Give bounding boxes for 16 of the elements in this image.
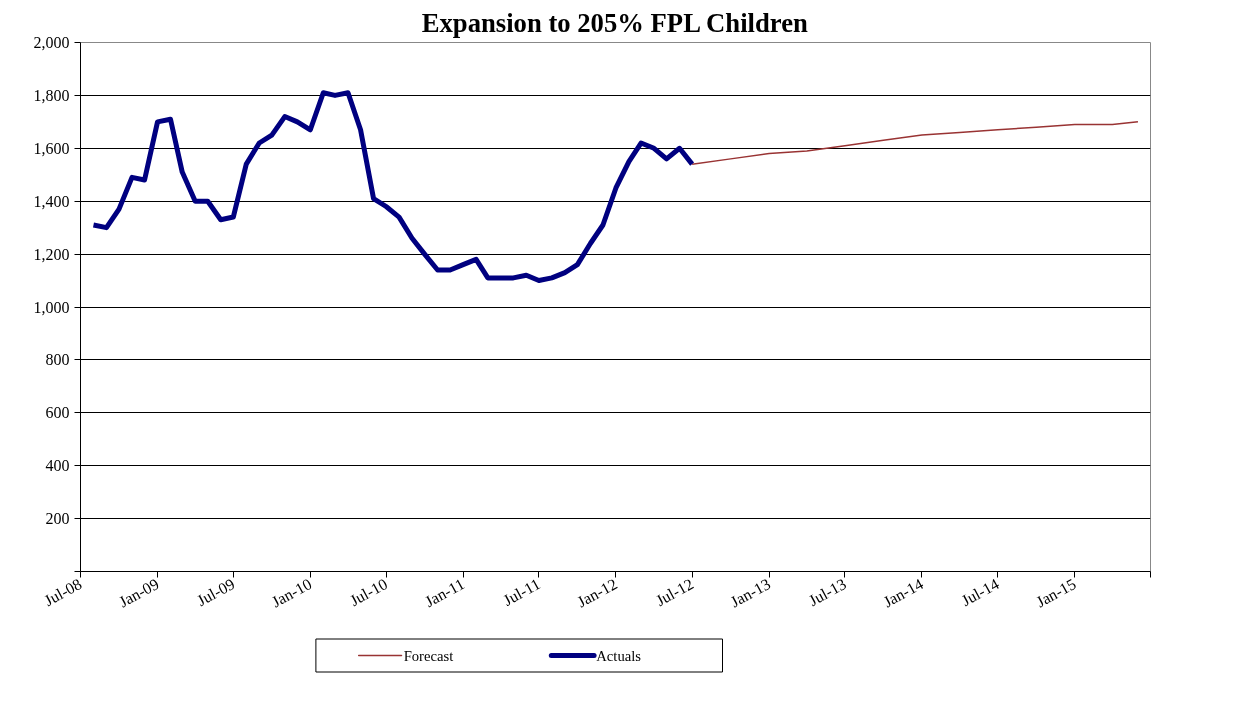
y-tick-label: 2,000	[33, 34, 70, 51]
y-tick-label: 1,600	[33, 139, 70, 157]
chart-title: Expansion to 205% FPL Children	[421, 7, 808, 38]
y-tick-label: 1,200	[33, 245, 70, 263]
y-tick-label: 600	[45, 404, 70, 422]
y-tick-label: 1,800	[33, 86, 70, 104]
line-series	[691, 121, 1139, 165]
y-tick-label: 1,000	[33, 298, 70, 316]
x-tick-label: Jul-14	[958, 575, 1002, 610]
legend-label: Forecast	[403, 647, 454, 664]
y-tick-label: 400	[45, 457, 70, 475]
y-tick-label: 800	[45, 351, 70, 369]
y-tick-label: 1,400	[33, 192, 70, 210]
x-tick-label: Jul-11	[500, 575, 543, 609]
y-tick-label: 200	[45, 510, 70, 528]
legend-label: Actuals	[596, 647, 642, 664]
